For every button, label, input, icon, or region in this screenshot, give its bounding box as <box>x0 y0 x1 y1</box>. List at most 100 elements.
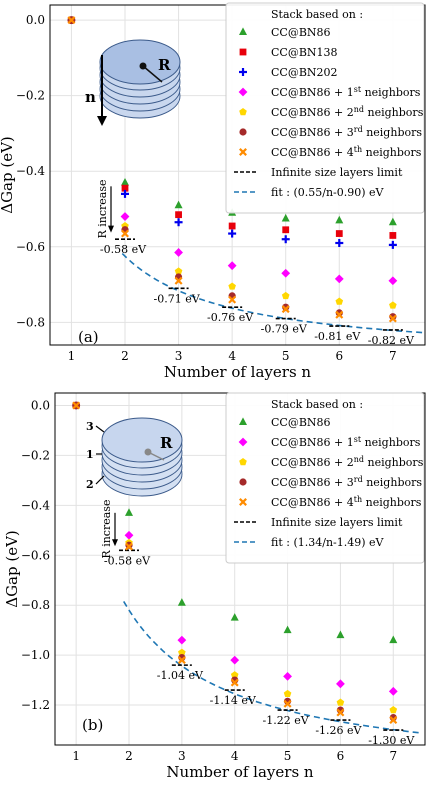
layer-label-2: 2 <box>86 478 94 491</box>
y-tick-label: 0.0 <box>31 398 50 412</box>
data-point <box>174 218 183 227</box>
origin-point-x <box>67 16 76 25</box>
x-tick-label: 4 <box>231 749 239 763</box>
x-tick-label: 2 <box>121 349 129 363</box>
legend-box <box>225 392 425 564</box>
limit-label: -1.26 eV <box>315 724 362 737</box>
data-point <box>177 598 186 606</box>
legend-title: Stack based on : <box>271 398 363 411</box>
legend-marker <box>239 128 247 136</box>
legend: Stack based on : CC@BN86 CC@BN138 CC@BN202 C… <box>225 2 425 214</box>
radius-label: R <box>158 56 171 74</box>
panel-b: 1 2 3 4 5 6 7 0.0 −0.2 −0.4 −0.6 −0.8 −1.0 −1.2 Number… <box>3 392 426 781</box>
legend-marker <box>239 148 247 156</box>
data-point <box>230 678 239 687</box>
legend-limit-label: Infinite size layers limit <box>271 166 403 179</box>
data-point <box>178 648 186 656</box>
data-point <box>121 189 129 198</box>
legend-label: CC@BN86 + 4th neighbors <box>271 495 422 509</box>
data-point-b <box>228 295 237 304</box>
legend-title: Stack based on : <box>271 8 363 21</box>
y-axis-label: ΔGap (eV) <box>0 136 16 214</box>
y-tick-label: −0.2 <box>21 448 50 462</box>
data-point <box>389 301 397 309</box>
data-point <box>121 177 129 186</box>
r-increase-label: R increase <box>96 179 109 238</box>
limit-label: -0.58 eV <box>104 554 151 567</box>
data-point-b <box>388 314 397 323</box>
data-point <box>282 226 290 234</box>
data-point <box>281 235 290 244</box>
x-tick-label: 1 <box>72 749 80 763</box>
data-point <box>335 215 344 224</box>
origin-point-x-b <box>72 401 81 410</box>
y-tick-label: −1.0 <box>21 648 50 662</box>
x-tick-label: 1 <box>68 349 76 363</box>
data-point-b <box>335 310 344 319</box>
layer-label-3: 3 <box>86 420 94 433</box>
legend-label: CC@BN86 + 3rd neighbors <box>271 475 422 489</box>
series-cc-bn86 <box>125 508 398 644</box>
x-axis-label: Number of layers n <box>166 763 314 781</box>
x-tick-label: 5 <box>284 749 292 763</box>
legend-fit-label: fit : (0.55/n-0.90) eV <box>271 186 385 199</box>
y-tick-label: −1.2 <box>21 698 50 712</box>
legend: Stack based on : CC@BN86 CC@BN86 + 1st nei… <box>225 392 425 564</box>
legend-label: CC@BN86 + 1st neighbors <box>271 435 421 449</box>
panel-label: (a) <box>78 328 99 346</box>
limit-label: -1.04 eV <box>157 669 204 682</box>
legend-box <box>225 2 425 214</box>
layer-pointer-3 <box>95 425 105 433</box>
y-tick-label: −0.2 <box>16 89 45 103</box>
r-increase-arrowhead <box>108 225 114 233</box>
y-tick-label: −0.4 <box>16 164 46 178</box>
legend-marker <box>239 27 247 35</box>
data-point <box>174 276 183 285</box>
legend-marker <box>239 458 247 466</box>
layer-label-1: 1 <box>86 448 94 461</box>
limit-label: -1.22 eV <box>262 714 309 727</box>
data-point <box>120 212 130 221</box>
limit-label: -0.82 eV <box>368 334 415 347</box>
data-point <box>121 184 129 192</box>
data-point <box>228 295 237 304</box>
x-tick-label: 2 <box>125 749 133 763</box>
data-point <box>174 200 183 209</box>
n-label: n <box>85 88 96 106</box>
legend-label: CC@BN86 + 3rd neighbors <box>271 125 422 139</box>
series-cc-bn86-3rd-neighbors <box>121 226 397 321</box>
data-point <box>283 689 292 698</box>
data-point-b <box>336 708 345 717</box>
x-tick-label: 6 <box>337 749 345 763</box>
data-point <box>228 282 236 290</box>
data-point <box>227 261 237 271</box>
r-increase-arrowhead <box>112 539 118 547</box>
x-tick-label: 3 <box>175 349 183 363</box>
data-point-b <box>389 716 398 725</box>
panel-a: 1 2 3 4 5 6 7 0.0 −0.2 −0.4 −0.6 −0.8 Number of laye… <box>0 2 426 381</box>
data-point <box>389 706 398 714</box>
stack-inset: Rn <box>85 39 181 126</box>
y-axis-label: ΔGap (eV) <box>3 530 21 608</box>
data-point <box>389 313 397 321</box>
data-point <box>388 240 397 249</box>
x-tick-label: 6 <box>335 349 343 363</box>
data-point <box>121 229 129 238</box>
data-point <box>228 229 237 238</box>
data-point-b <box>125 542 133 551</box>
x-tick-label: 5 <box>282 349 290 363</box>
data-point <box>336 698 345 706</box>
data-point-b <box>281 305 290 314</box>
data-point <box>389 716 398 725</box>
data-point <box>175 211 182 219</box>
data-point <box>125 508 133 516</box>
data-point-b <box>177 656 186 665</box>
data-point <box>388 314 397 323</box>
limit-label: -1.30 eV <box>368 734 415 747</box>
x-tick-label: 7 <box>389 349 397 363</box>
legend-fit-label: fit : (1.34/n-1.49) eV <box>271 536 385 549</box>
data-point-b <box>283 699 292 708</box>
data-point <box>335 297 344 305</box>
data-point <box>230 671 239 679</box>
